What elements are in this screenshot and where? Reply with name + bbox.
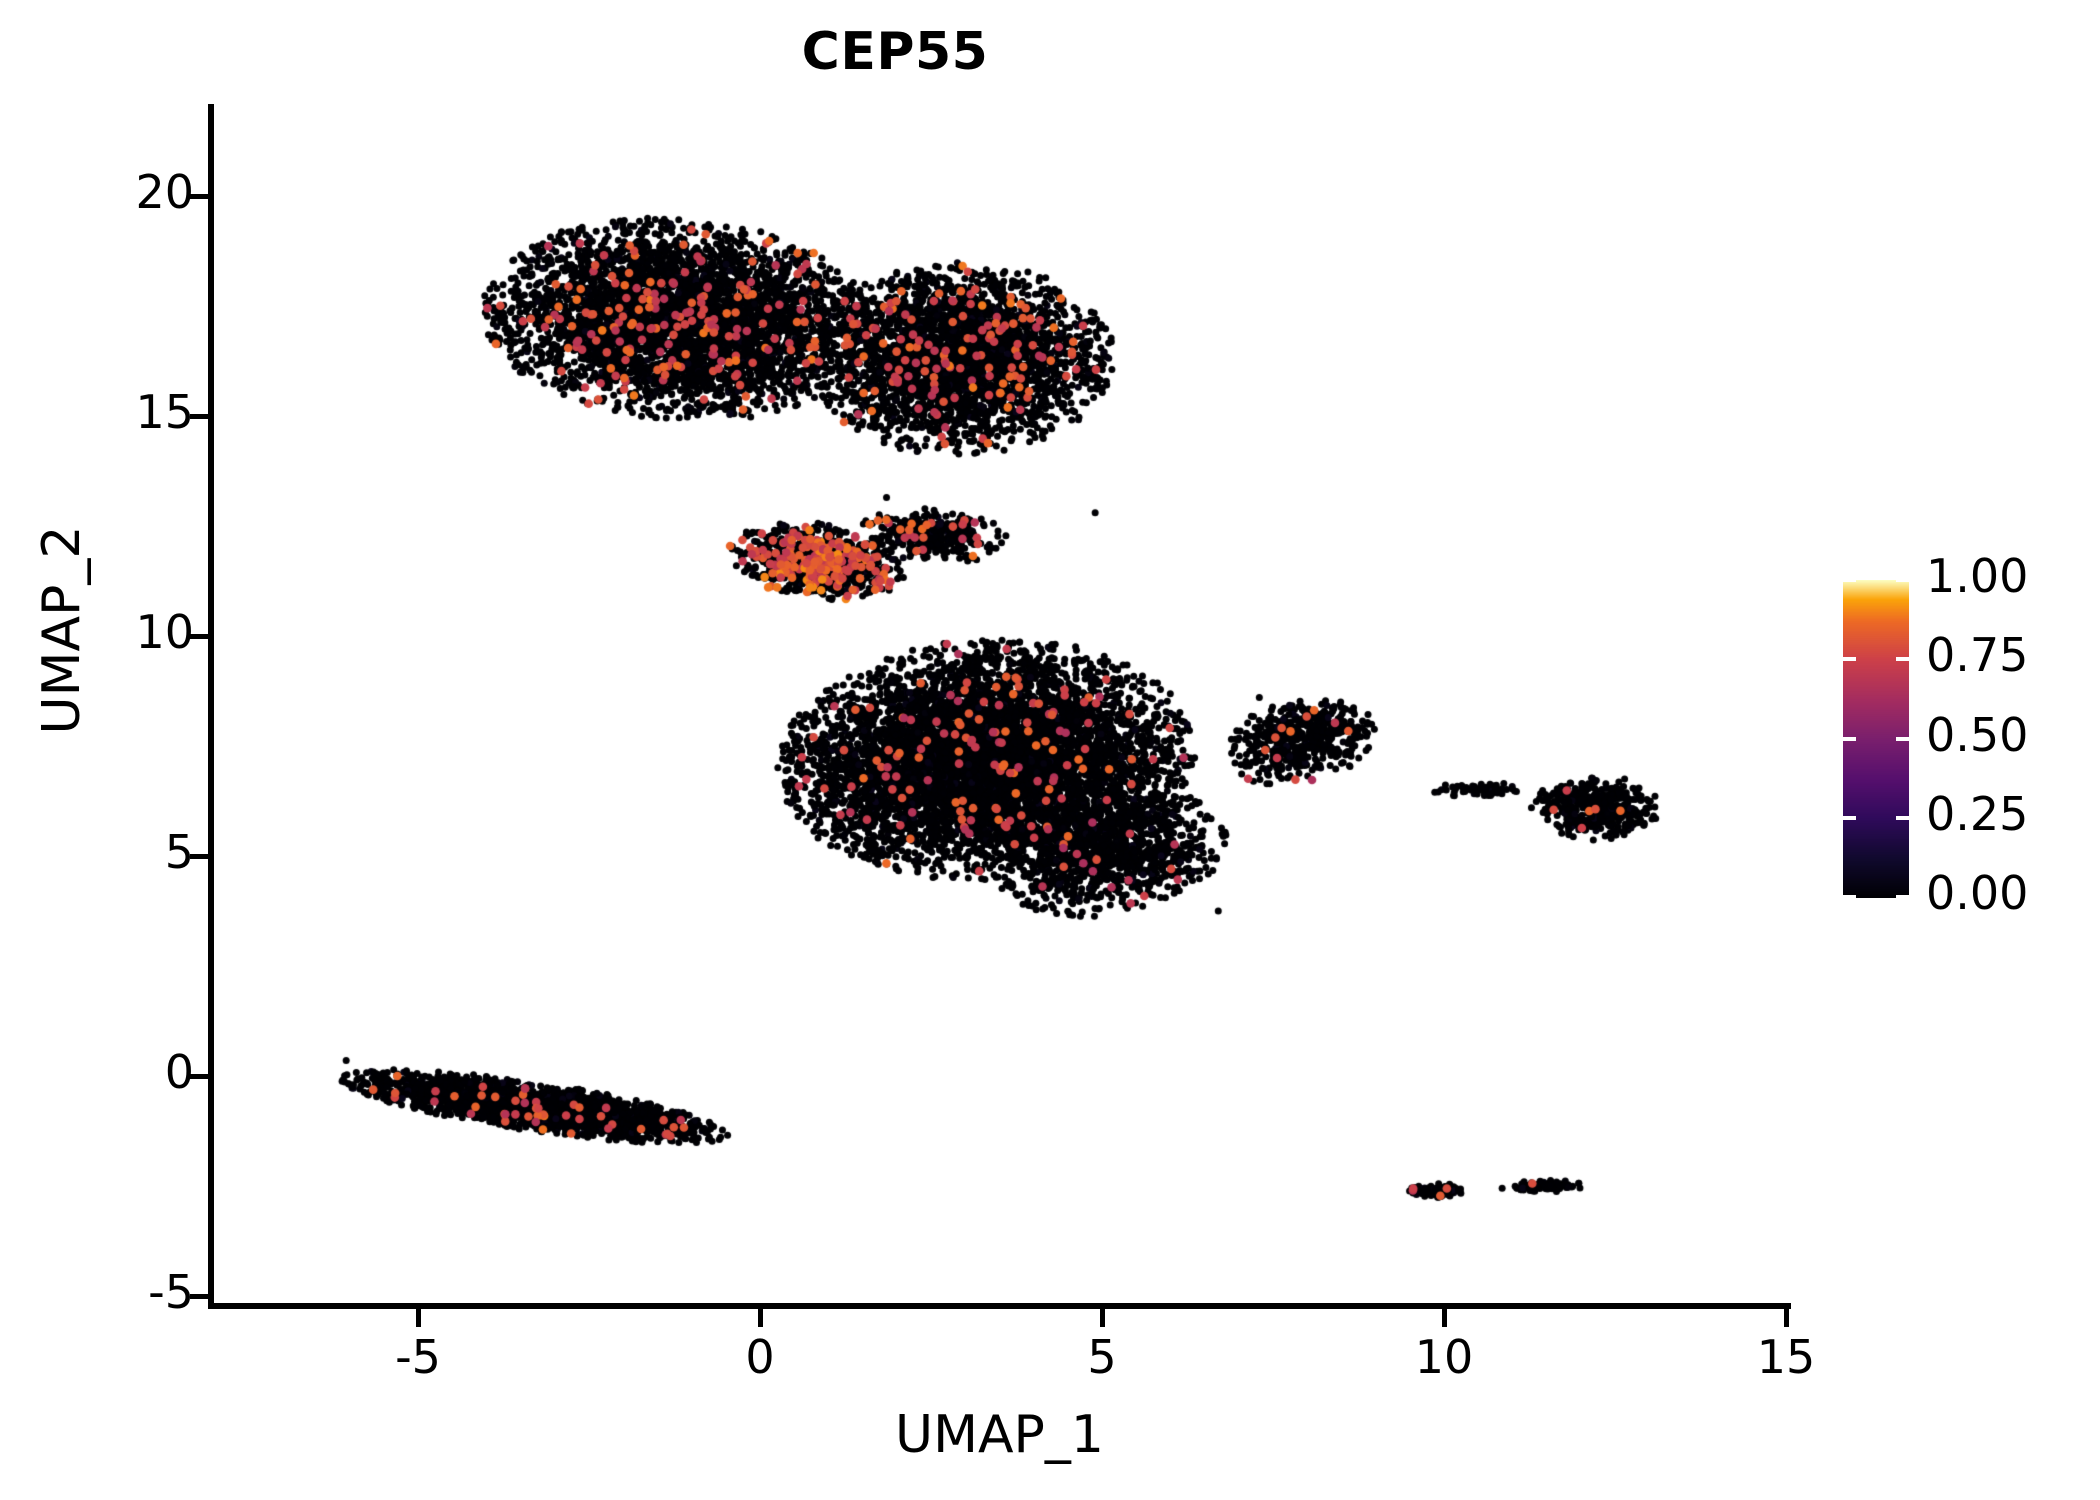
y-axis-tick (190, 1074, 208, 1079)
x-axis-tick-label: 5 (1087, 1330, 1117, 1384)
x-axis-spine (208, 1303, 1791, 1309)
x-axis-tick (1100, 1309, 1105, 1327)
x-axis-tick-label: 10 (1414, 1330, 1474, 1384)
colorbar-tick (1843, 736, 1856, 741)
y-axis-tick-label: -5 (148, 1265, 194, 1319)
y-axis-title: UMAP_2 (32, 525, 92, 735)
y-axis-spine (208, 104, 214, 1309)
x-axis-tick (1442, 1309, 1447, 1327)
colorbar-tick-label: 0.50 (1926, 707, 2029, 762)
colorbar (1843, 578, 1909, 899)
y-axis-tick-label: 0 (164, 1045, 194, 1099)
colorbar-tick (1843, 815, 1856, 820)
colorbar-tick-label: 0.00 (1926, 866, 2029, 920)
y-axis-tick-label: 15 (135, 385, 194, 439)
x-axis-tick-label: 15 (1756, 1330, 1816, 1384)
x-axis-tick-label: 0 (745, 1330, 775, 1384)
colorbar-tick (1896, 736, 1909, 741)
y-axis-tick (190, 854, 208, 859)
colorbar-tick (1843, 657, 1856, 662)
scatter-plot-area (212, 108, 1787, 1305)
y-axis-tick (190, 634, 208, 639)
colorbar-tick (1843, 578, 1856, 582)
colorbar-tick-label: 1.00 (1926, 549, 2029, 603)
y-axis-tick (190, 414, 208, 419)
scatter-points-layer (212, 108, 1787, 1305)
colorbar-tick (1896, 578, 1909, 582)
y-axis-tick-label: 20 (135, 165, 194, 219)
y-axis-tick-label: 10 (135, 605, 194, 659)
y-axis-tick (190, 194, 208, 199)
colorbar-tick (1896, 895, 1909, 899)
colorbar-tick-label: 0.75 (1926, 628, 2029, 683)
page-title: CEP55 (801, 22, 989, 82)
x-axis-tick-label: -5 (395, 1330, 441, 1384)
x-axis-tick (1784, 1309, 1789, 1327)
x-axis-tick (416, 1309, 421, 1327)
x-axis-title: UMAP_1 (895, 1405, 1104, 1465)
colorbar-tick (1843, 895, 1856, 899)
colorbar-tick (1896, 815, 1909, 820)
colorbar-tick (1896, 657, 1909, 662)
x-axis-tick (758, 1309, 763, 1327)
y-axis-tick (190, 1294, 208, 1299)
y-axis-tick-label: 5 (164, 825, 194, 879)
colorbar-tick-label: 0.25 (1926, 786, 2029, 841)
